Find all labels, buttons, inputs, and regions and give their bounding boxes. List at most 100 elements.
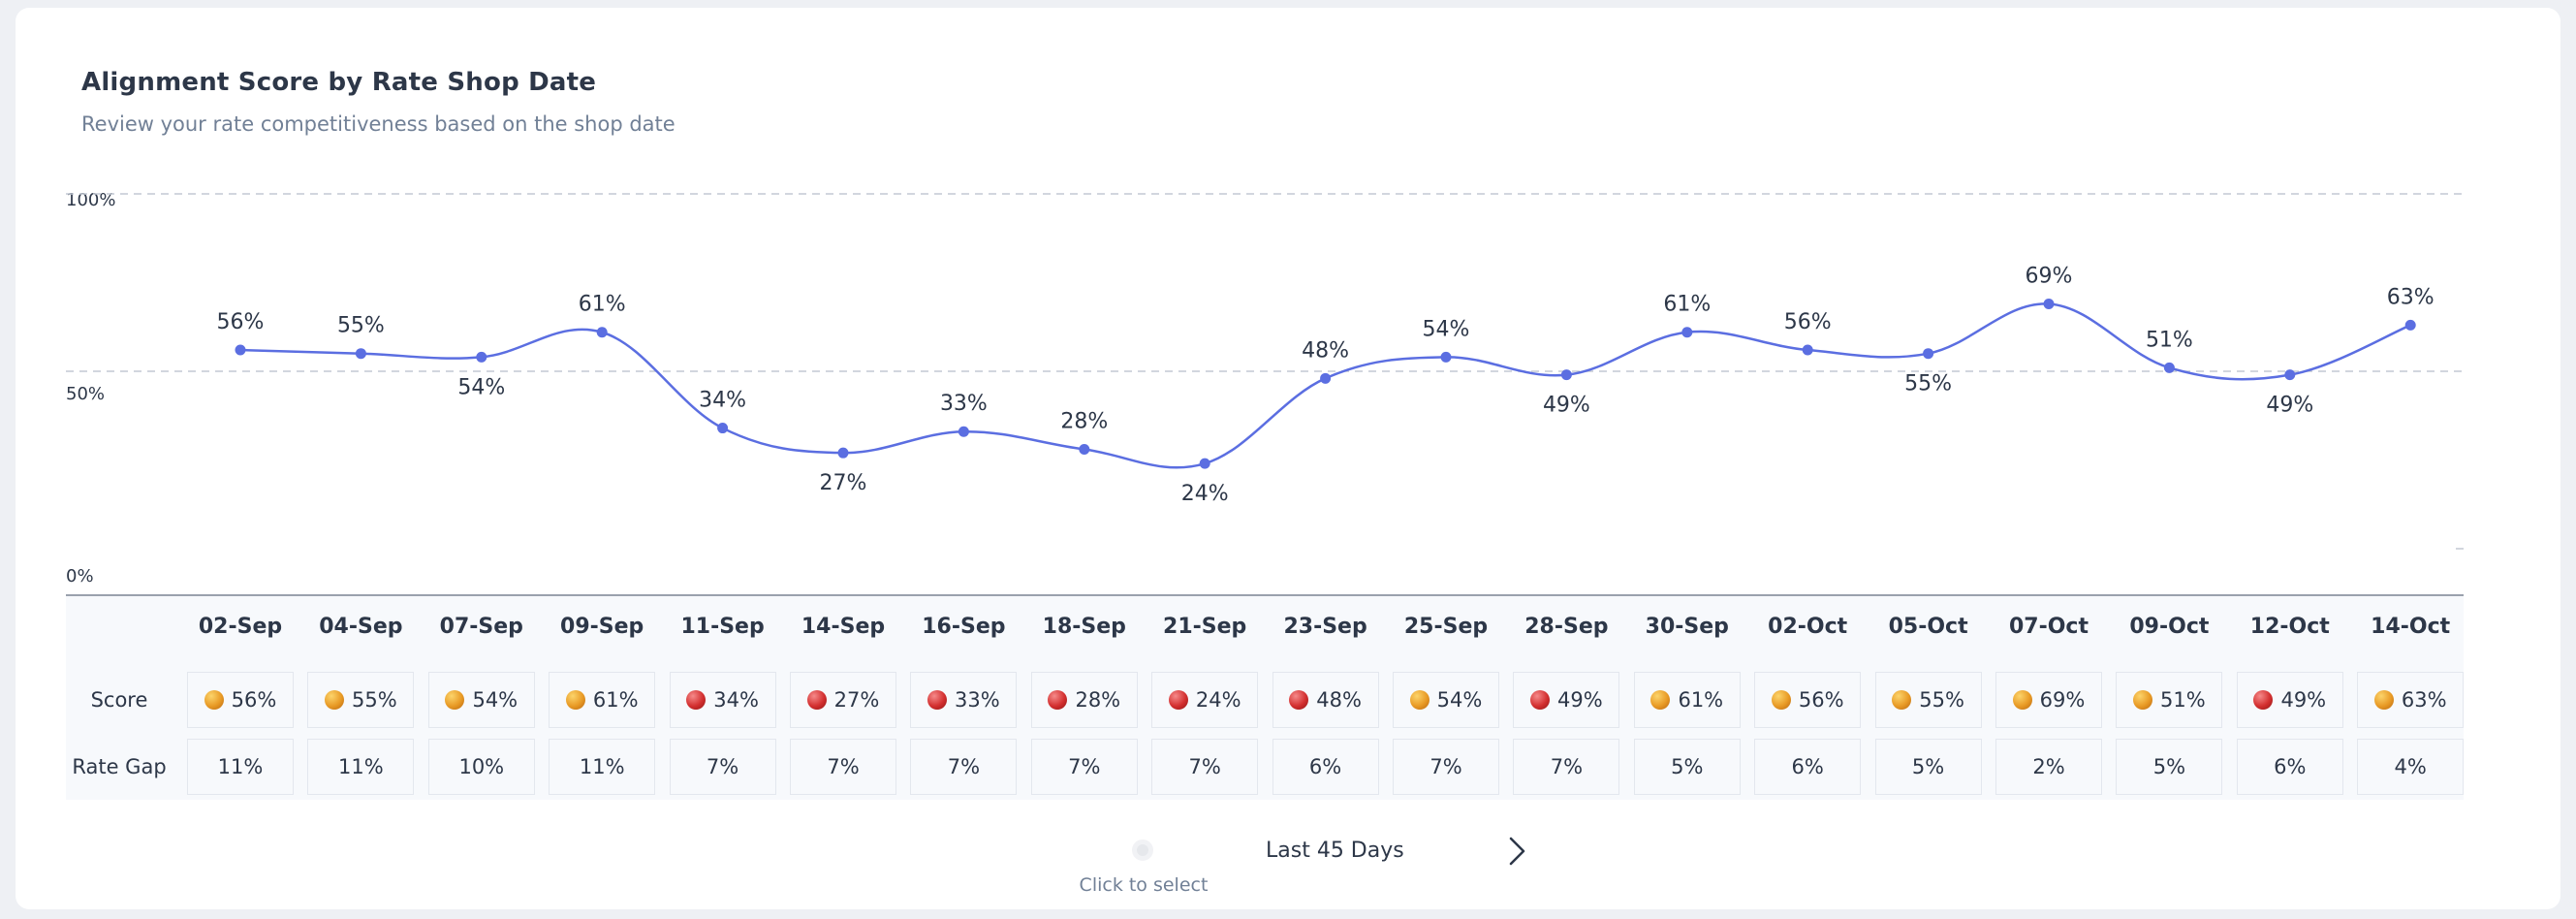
data-point-07-Sep[interactable] (476, 351, 487, 363)
data-point-04-Sep[interactable] (355, 348, 366, 360)
data-point-05-Oct[interactable] (1923, 348, 1934, 360)
status-dot-icon (2133, 690, 2153, 710)
score-cell-16-Sep: 33% (910, 672, 1018, 728)
status-dot-icon (1409, 690, 1429, 710)
rate-gap-cell-14-Sep: 7% (790, 739, 896, 795)
score-value: 61% (592, 688, 639, 712)
score-cell-05-Oct: 55% (1874, 672, 1982, 728)
data-label-02-Oct: 56% (1784, 310, 1832, 334)
date-header-21-Sep: 21-Sep (1163, 615, 1247, 639)
date-header-09-Oct: 09-Oct (2129, 615, 2210, 639)
rate-gap-cell-09-Oct: 5% (2116, 739, 2223, 795)
rate-gap-cell-14-Oct: 4% (2357, 739, 2465, 795)
data-label-14-Oct: 63% (2387, 285, 2435, 309)
score-cell-18-Sep: 28% (1030, 672, 1138, 728)
score-value: 48% (1316, 688, 1362, 712)
score-value: 49% (2280, 688, 2327, 712)
data-label-14-Sep: 27% (820, 471, 867, 495)
rate-gap-cell-02-Oct: 6% (1754, 739, 1862, 795)
rate-gap-cell-23-Sep: 6% (1272, 739, 1379, 795)
data-point-09-Oct[interactable] (2163, 362, 2175, 373)
chevron-right-icon[interactable] (1502, 835, 1531, 868)
rate-gap-cell-16-Sep: 7% (910, 739, 1018, 795)
y-tick-50: 50% (66, 384, 106, 404)
data-label-30-Sep: 61% (1663, 293, 1711, 317)
date-range-selector[interactable] (1132, 840, 1153, 861)
status-dot-icon (927, 690, 948, 710)
date-header-04-Sep: 04-Sep (319, 615, 403, 639)
data-point-14-Oct[interactable] (2404, 319, 2416, 331)
rate-gap-cell-07-Oct: 2% (1995, 739, 2102, 795)
score-cell-21-Sep: 24% (1151, 672, 1259, 728)
score-value: 24% (1195, 688, 1241, 712)
rate-gap-cell-07-Sep: 10% (427, 739, 535, 795)
date-header-07-Sep: 07-Sep (439, 615, 523, 639)
status-dot-icon (2012, 690, 2032, 710)
data-point-25-Sep[interactable] (1440, 351, 1452, 363)
data-label-16-Sep: 33% (940, 392, 988, 416)
data-point-09-Sep[interactable] (596, 327, 608, 338)
data-point-23-Sep[interactable] (1320, 372, 1332, 384)
score-series-line (239, 302, 2411, 469)
status-dot-icon (1771, 690, 1791, 710)
status-dot-icon (445, 690, 465, 710)
rate-gap-cell-28-Sep: 7% (1513, 739, 1620, 795)
data-point-18-Sep[interactable] (1079, 444, 1090, 456)
date-header-12-Oct: 12-Oct (2249, 615, 2330, 639)
rate-gap-cell-18-Sep: 7% (1030, 739, 1138, 795)
score-value: 49% (1557, 688, 1603, 712)
score-value: 56% (1798, 688, 1844, 712)
date-header-30-Sep: 30-Sep (1645, 615, 1729, 639)
score-cell-07-Sep: 54% (427, 672, 535, 728)
data-label-09-Oct: 51% (2146, 328, 2193, 352)
date-header-16-Sep: 16-Sep (922, 615, 1006, 639)
status-dot-icon (1892, 690, 1912, 710)
data-point-30-Sep[interactable] (1681, 327, 1693, 338)
data-label-07-Oct: 69% (2026, 264, 2073, 288)
status-dot-icon (686, 690, 707, 710)
score-value: 51% (2160, 688, 2206, 712)
score-cell-02-Sep: 56% (187, 672, 294, 728)
data-point-16-Sep[interactable] (958, 426, 969, 437)
date-header-09-Sep: 09-Sep (560, 615, 644, 639)
score-cell-30-Sep: 61% (1633, 672, 1741, 728)
rate-gap-cell-25-Sep: 7% (1393, 739, 1499, 795)
data-label-25-Sep: 54% (1423, 317, 1470, 341)
score-cell-04-Sep: 55% (307, 672, 415, 728)
data-point-14-Sep[interactable] (837, 447, 849, 459)
date-header-11-Sep: 11-Sep (680, 615, 765, 639)
date-header-02-Sep: 02-Sep (198, 615, 283, 639)
data-point-11-Sep[interactable] (717, 423, 729, 434)
score-value: 34% (713, 688, 759, 712)
status-dot-icon (1048, 690, 1068, 710)
status-dot-icon (2253, 690, 2274, 710)
data-label-09-Sep: 61% (579, 293, 626, 317)
score-cell-09-Oct: 51% (2116, 672, 2223, 728)
row-label-rate-gap: Rate Gap (72, 755, 167, 778)
rate-gap-cell-21-Sep: 7% (1151, 739, 1259, 795)
data-label-28-Sep: 49% (1543, 394, 1590, 418)
status-dot-icon (2373, 690, 2394, 710)
rate-gap-cell-12-Oct: 6% (2236, 739, 2343, 795)
data-point-02-Oct[interactable] (1802, 344, 1813, 356)
data-point-02-Sep[interactable] (235, 344, 246, 356)
date-header-14-Sep: 14-Sep (801, 615, 886, 639)
data-point-12-Oct[interactable] (2284, 369, 2296, 381)
chart-subtitle: Review your rate competitiveness based o… (81, 112, 675, 136)
score-value: 33% (955, 688, 1000, 712)
score-cell-02-Oct: 56% (1754, 672, 1862, 728)
status-dot-icon (1168, 690, 1188, 710)
data-label-21-Sep: 24% (1181, 482, 1229, 506)
data-point-21-Sep[interactable] (1199, 458, 1210, 469)
date-range-label[interactable]: Last 45 Days (1266, 839, 1404, 863)
data-point-28-Sep[interactable] (1560, 369, 1572, 381)
score-value: 55% (352, 688, 397, 712)
rate-gap-cell-02-Sep: 11% (187, 739, 294, 795)
date-header-14-Oct: 14-Oct (2371, 615, 2451, 639)
score-value: 69% (2039, 688, 2086, 712)
chart-title: Alignment Score by Rate Shop Date (81, 68, 597, 97)
data-point-07-Oct[interactable] (2043, 298, 2055, 309)
score-cell-09-Sep: 61% (549, 672, 656, 728)
status-dot-icon (1650, 690, 1671, 710)
